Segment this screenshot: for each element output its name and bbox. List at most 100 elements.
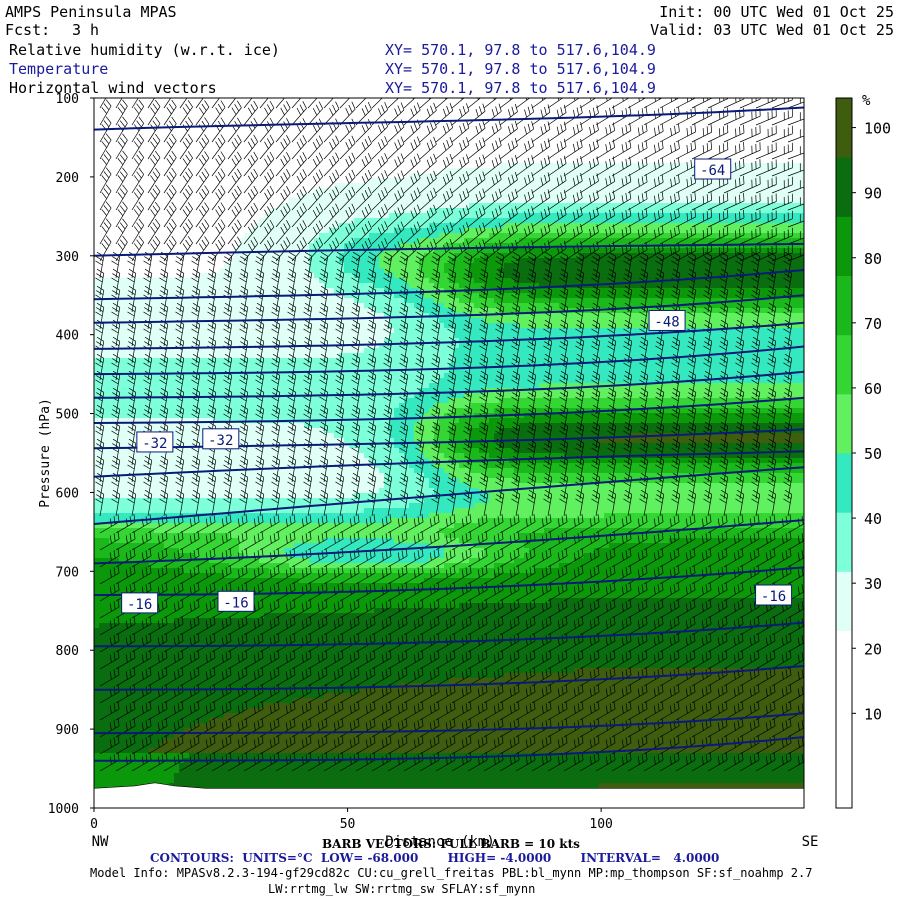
wind-barb — [195, 582, 216, 602]
wind-barb — [627, 514, 648, 534]
wind-barb — [483, 650, 504, 670]
wind-barb — [227, 548, 248, 568]
wind-barb — [479, 370, 489, 398]
wind-barb — [627, 752, 648, 772]
wind-barb — [495, 455, 505, 483]
wind-barb — [291, 220, 307, 245]
wind-barb — [787, 601, 804, 619]
wind-barb — [515, 121, 535, 143]
wind-barb — [335, 336, 345, 364]
wind-barb — [787, 129, 804, 143]
wind-barb — [243, 151, 259, 177]
wind-barb — [767, 455, 777, 483]
wind-barb — [479, 251, 489, 279]
wind-barb — [115, 616, 136, 636]
wind-barb — [271, 285, 281, 313]
wind-barb — [131, 616, 152, 636]
colorbar-swatch — [836, 157, 852, 217]
wind-barb — [255, 438, 265, 466]
wind-barb — [435, 238, 454, 262]
wind-barb — [287, 438, 297, 466]
wind-barb — [227, 168, 242, 194]
wind-barb — [239, 455, 249, 483]
wind-barb — [259, 531, 280, 551]
wind-barb — [287, 319, 297, 347]
wind-barb — [383, 268, 393, 296]
wind-barb — [447, 285, 457, 313]
wind-barb — [675, 208, 696, 228]
wind-barb — [207, 336, 217, 364]
wind-barb — [131, 752, 152, 772]
wind-barb — [755, 227, 777, 245]
wind-barb — [163, 701, 184, 721]
wind-barb — [723, 701, 744, 721]
wind-barb — [99, 735, 120, 755]
wind-barb — [335, 370, 345, 398]
wind-barb — [131, 218, 144, 245]
wind-barb — [451, 154, 470, 177]
wind-barb — [531, 514, 552, 534]
wind-barb — [271, 251, 281, 279]
wind-barb — [303, 353, 313, 381]
wind-barb — [467, 154, 486, 177]
wind-barb — [303, 455, 313, 483]
wind-barb — [627, 123, 648, 143]
wind-barb — [719, 319, 729, 347]
wind-barb — [147, 167, 161, 194]
wind-barb — [287, 489, 297, 517]
wind-barb — [687, 421, 697, 449]
wind-barb — [163, 235, 177, 262]
wind-barb — [339, 237, 356, 262]
wind-barb — [579, 616, 600, 636]
wind-barb — [691, 633, 712, 653]
wind-barb — [403, 514, 424, 534]
wind-barb — [227, 185, 242, 211]
wind-barb — [655, 353, 665, 381]
wind-barb — [303, 302, 313, 330]
left-end-label: NW — [92, 834, 109, 850]
wind-barb — [671, 421, 681, 449]
wind-barb — [675, 701, 696, 721]
wind-barb — [723, 752, 744, 772]
wind-barb — [595, 514, 616, 534]
wind-barb — [259, 582, 280, 602]
wind-barb — [447, 387, 457, 415]
wind-barb — [707, 582, 728, 602]
wind-barb — [719, 353, 729, 381]
wind-barb — [211, 616, 232, 636]
wind-barb — [367, 472, 377, 500]
wind-barb — [707, 701, 728, 721]
wind-barb — [659, 701, 680, 721]
wind-barb — [371, 238, 389, 262]
wind-barb — [739, 159, 761, 177]
wind-barb — [403, 752, 424, 772]
wind-barb — [515, 138, 535, 160]
wind-barb — [275, 650, 296, 670]
wind-barb — [703, 302, 713, 330]
wind-barb — [511, 404, 521, 432]
wind-barb — [239, 472, 249, 500]
contour-label: -48 — [654, 314, 679, 330]
wind-barb — [719, 404, 729, 432]
wind-barb — [691, 243, 713, 262]
wind-barb — [579, 207, 599, 228]
wind-barb — [563, 548, 584, 568]
wind-barb — [147, 99, 161, 126]
wind-barb — [671, 472, 681, 500]
wind-barb — [451, 171, 470, 194]
wind-barb — [243, 185, 259, 211]
colorbar-swatch — [836, 512, 852, 572]
wind-barb — [719, 370, 729, 398]
wind-barb — [687, 319, 697, 347]
wind-barb — [143, 455, 153, 483]
wind-barb — [531, 735, 552, 755]
wind-barb — [739, 565, 760, 585]
wind-barb — [451, 205, 470, 228]
wind-barb — [163, 599, 184, 619]
wind-barb — [611, 667, 632, 687]
wind-barb — [243, 134, 259, 160]
wind-barb — [675, 191, 696, 211]
wind-barb — [435, 514, 456, 534]
wind-barb — [483, 120, 502, 143]
wind-barb — [783, 438, 793, 466]
